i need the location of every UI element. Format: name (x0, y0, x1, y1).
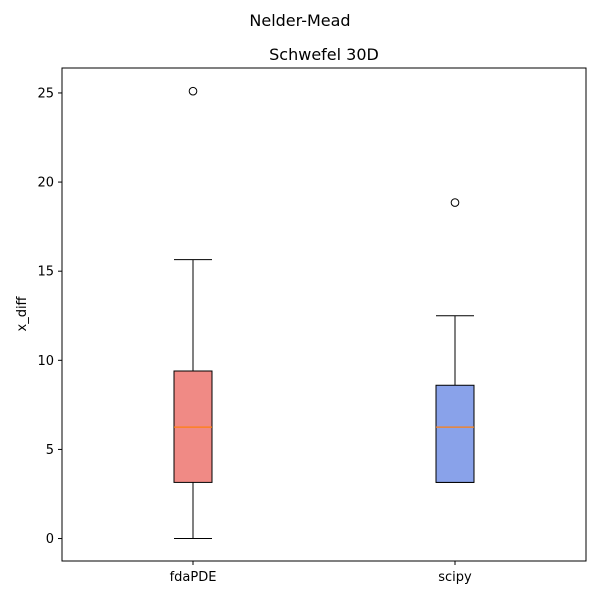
y-tick-label: 15 (37, 265, 54, 280)
plot-area: 0 5 10 15 20 25 fdaPDE scipy (37, 86, 475, 585)
outlier-point (188, 86, 198, 96)
chart-title: Schwefel 30D (269, 45, 379, 64)
y-tick-label: 0 (46, 532, 54, 547)
axes-frame (61, 67, 587, 562)
x-tick-label: scipy (438, 570, 472, 585)
y-tick-label: 5 (46, 443, 54, 458)
y-tick-label: 25 (37, 86, 54, 101)
x-tick-label: fdaPDE (170, 570, 217, 585)
y-axis-label: x_diff (15, 295, 30, 331)
iqr-box (435, 384, 475, 483)
figure-suptitle: Nelder-Mead (249, 11, 350, 30)
outlier-point (450, 198, 460, 207)
y-tick-label: 10 (37, 354, 54, 369)
y-tick-label: 20 (37, 176, 54, 191)
